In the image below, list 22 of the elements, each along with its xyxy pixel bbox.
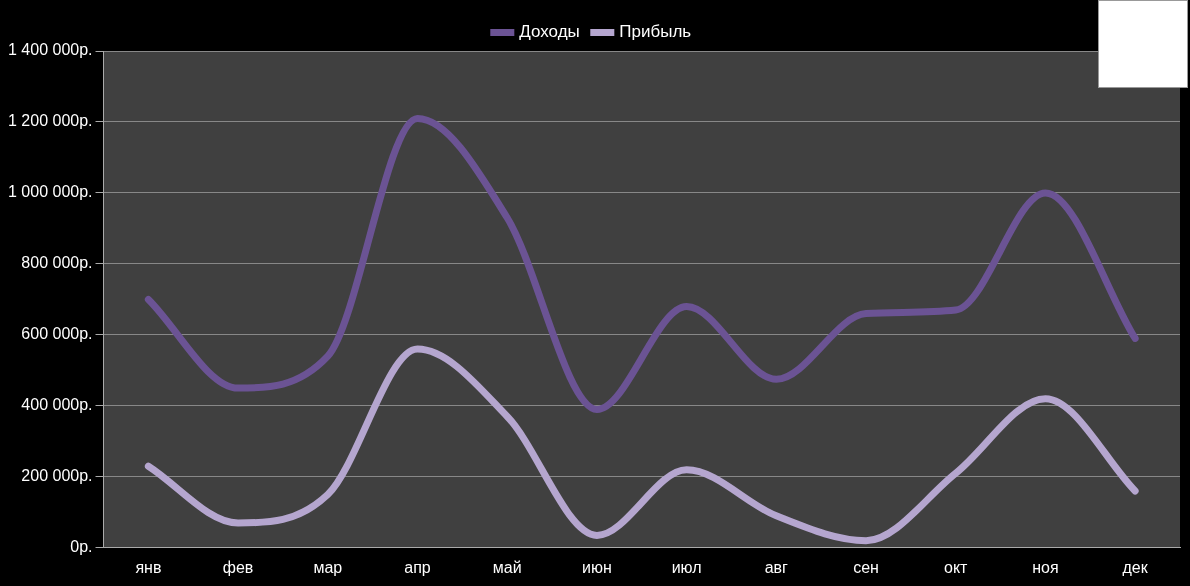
y-tick-label: 1 200 000р.	[7, 112, 93, 130]
x-tick-label: июл	[671, 558, 702, 576]
x-tick-label: мар	[313, 558, 343, 576]
x-tick-label: янв	[135, 558, 162, 576]
y-tick-label: 1 400 000р.	[7, 41, 93, 59]
y-tick-label: 800 000р.	[21, 254, 93, 272]
y-tick-label: 200 000р.	[21, 467, 93, 485]
y-tick-label: 0р.	[70, 538, 93, 556]
legend-label: Доходы	[519, 22, 580, 42]
x-tick-label: сен	[853, 558, 879, 576]
x-tick-label: ноя	[1032, 558, 1059, 576]
x-tick-label: фев	[222, 558, 254, 576]
x-tick-label: июн	[582, 558, 612, 576]
y-tick-label: 1 000 000р.	[7, 183, 93, 201]
x-tick-label: авг	[764, 558, 789, 576]
x-tick-label: май	[492, 558, 522, 576]
legend-label: Прибыль	[619, 22, 692, 42]
y-tick-label: 600 000р.	[21, 325, 93, 343]
x-tick-label: окт	[944, 558, 969, 576]
x-tick-label: дек	[1122, 558, 1149, 576]
y-tick-label: 400 000р.	[21, 396, 93, 414]
x-tick-label: апр	[404, 558, 431, 576]
